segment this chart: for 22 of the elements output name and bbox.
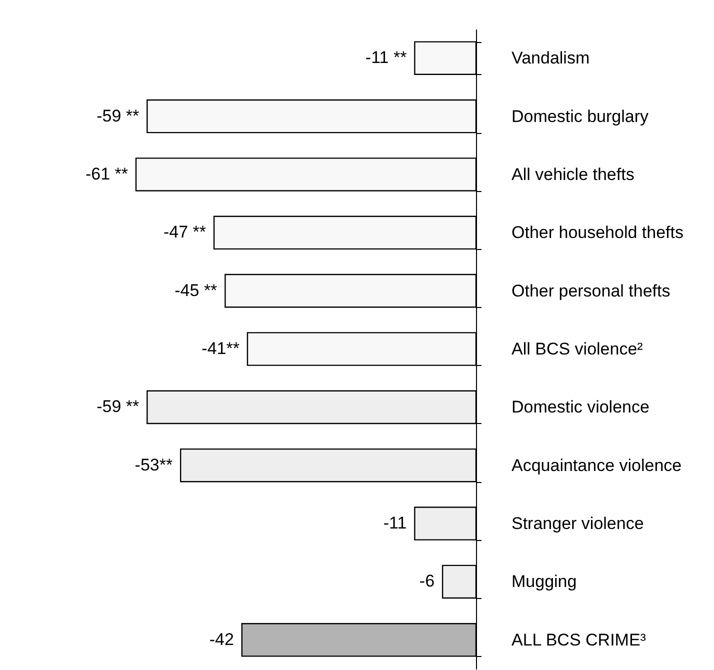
data-label: -47 **	[164, 222, 206, 242]
data-label: -59 **	[96, 397, 140, 416]
y-tick-label: ALL BCS CRIME³	[512, 630, 646, 650]
y-tick-label: All vehicle thefts	[512, 164, 634, 184]
data-label: -45 **	[174, 280, 218, 300]
y-tick-label: All BCS violence²	[512, 340, 644, 358]
y-tick-label: Other household thefts	[512, 223, 684, 242]
data-label: -59 **	[96, 106, 140, 126]
data-label: -11 **	[365, 48, 408, 68]
data-label: -53**	[134, 455, 173, 474]
y-tick-label: Stranger violence	[512, 514, 644, 534]
y-tick-label: Vandalism	[512, 48, 590, 68]
data-label: -61 **	[85, 164, 128, 184]
y-tick-label: Domestic burglary	[512, 106, 649, 126]
y-tick-label: Domestic violence	[512, 398, 650, 417]
y-tick-label: Mugging	[512, 572, 577, 592]
data-label: -42	[209, 630, 234, 649]
data-label: -11	[383, 514, 407, 533]
data-label: -41**	[202, 339, 240, 358]
y-tick-label: Acquaintance violence	[512, 456, 682, 475]
data-label: -6	[419, 572, 435, 591]
y-tick-label: Other personal thefts	[512, 281, 670, 300]
